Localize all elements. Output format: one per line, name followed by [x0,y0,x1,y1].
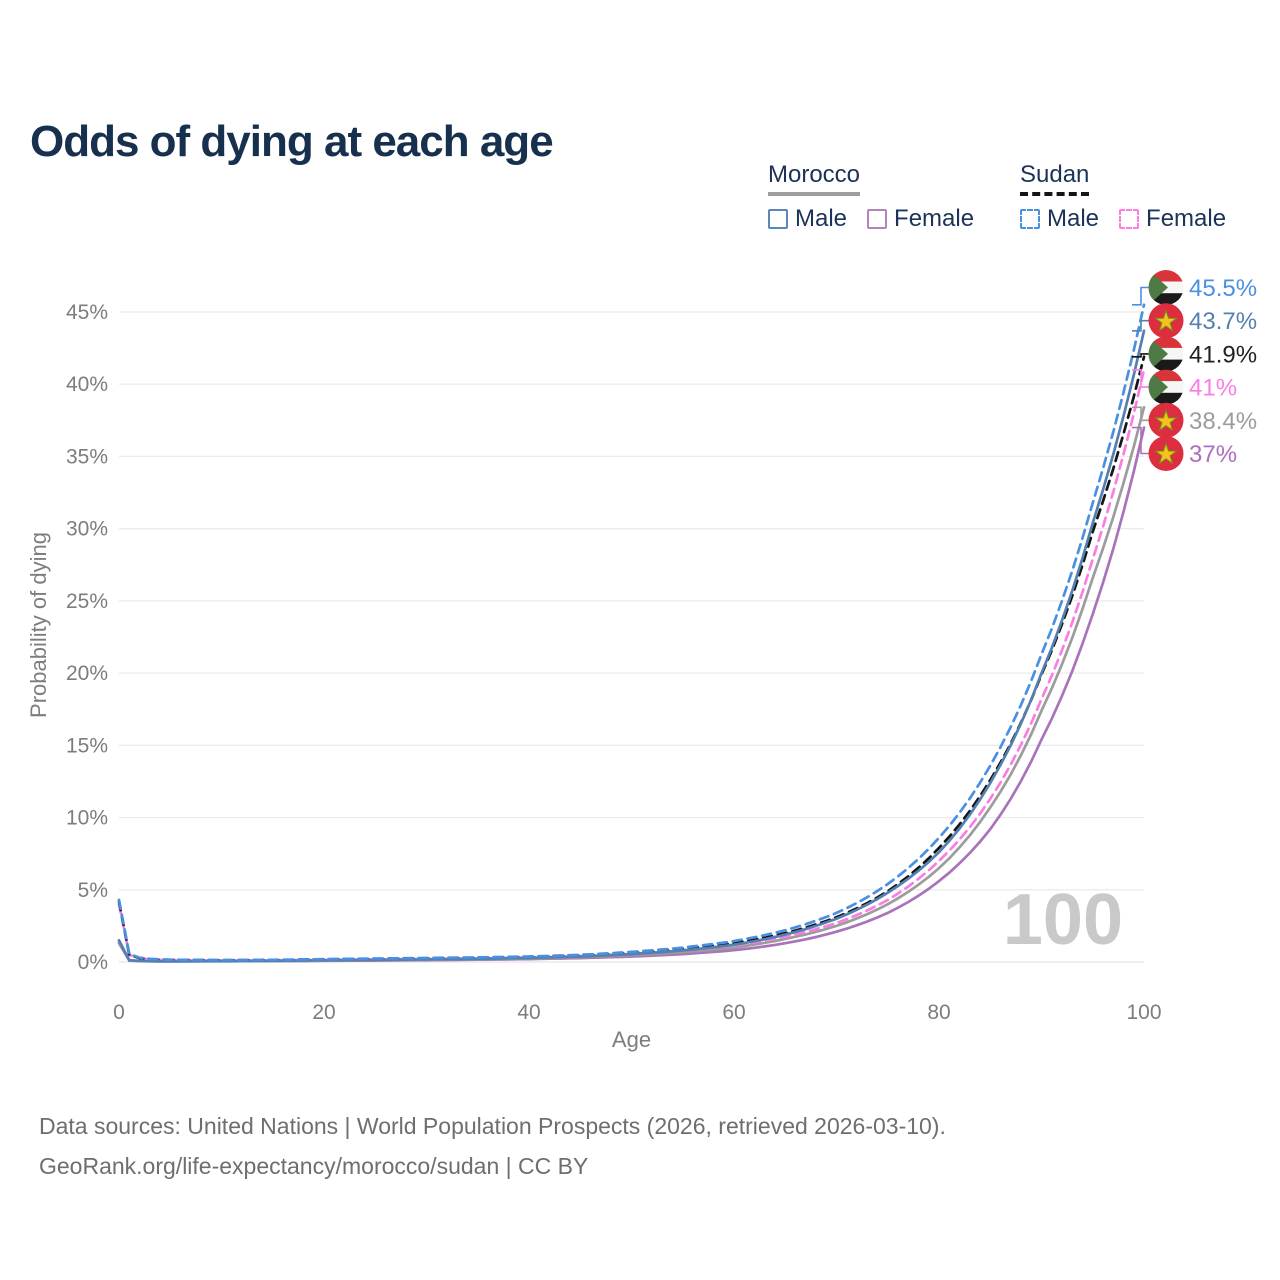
label-connector [1132,319,1149,332]
y-axis-title: Probability of dying [26,532,51,718]
y-tick-label: 5% [78,879,108,902]
y-tick-label: 40% [66,373,108,396]
label-connector [1132,426,1149,455]
label-connector [1132,369,1149,388]
end-value-label-sudan-female: 41% [1189,375,1237,402]
end-value-label-sudan-male: 45.5% [1189,275,1257,302]
sudan-flag-icon [1148,336,1184,372]
attribution-text: GeoRank.org/life-expectancy/morocco/suda… [39,1153,589,1179]
page-title: Odds of dying at each age [30,117,554,167]
y-tick-label: 10% [66,807,108,830]
label-connector [1132,286,1149,306]
legend-label: Female [894,205,975,232]
legend-item-sudan-female[interactable]: Female [1119,205,1226,233]
x-axis-title: Age [612,1027,651,1052]
y-tick-label: 25% [66,590,108,613]
chart-footer: Data sources: United Nations | World Pop… [39,1106,946,1186]
y-tick-label: 20% [66,662,108,685]
end-value-label-morocco-female: 37% [1189,441,1237,468]
y-tick-label: 30% [66,518,108,541]
legend-header-morocco: Morocco [768,161,861,196]
x-tick-label: 60 [722,1001,745,1024]
x-tick-label: 80 [927,1001,950,1024]
morocco-flag-icon [1148,436,1184,471]
y-tick-label: 35% [66,445,108,468]
legend-label: Male [795,205,848,232]
morocco-male-swatch-icon [768,209,788,229]
morocco-flag-icon [1148,402,1184,438]
sudan-female-swatch-icon [1119,209,1140,229]
end-value-label-morocco-male: 43.7% [1189,308,1257,335]
end-value-label-sudan: 41.9% [1189,341,1257,368]
legend-label: Male [1047,205,1100,232]
sudan-flag-icon [1148,369,1184,405]
series-line-morocco-male[interactable] [117,329,1146,963]
x-tick-label: 40 [517,1001,540,1024]
age-watermark: 100 [1003,880,1123,960]
morocco-flag-icon [1148,303,1184,339]
label-connector [1132,406,1149,422]
series-line-morocco-female[interactable] [117,426,1146,963]
morocco-female-swatch-icon [867,209,888,229]
legend-group-sudan: Sudan Male Female [1020,161,1246,233]
data-source-text: Data sources: United Nations | World Pop… [39,1113,946,1139]
series-line-sudan[interactable] [117,355,1146,962]
end-value-label-morocco: 38.4% [1189,408,1257,435]
x-tick-label: 0 [113,1001,125,1024]
legend-item-sudan-male[interactable]: Male [1020,205,1099,233]
y-tick-label: 45% [66,301,108,324]
series-line-sudan-male[interactable] [117,303,1146,962]
legend-item-morocco-male[interactable]: Male [768,205,847,233]
y-tick-label: 15% [66,734,108,757]
legend-header-sudan: Sudan [1020,161,1090,196]
legend-group-morocco: Morocco Male Female [768,161,994,233]
sudan-flag-icon [1148,270,1184,305]
x-tick-label: 100 [1126,1001,1161,1024]
series-line-morocco[interactable] [117,405,1146,963]
series-line-sudan-female[interactable] [117,368,1146,962]
legend-item-morocco-female[interactable]: Female [867,205,974,233]
x-tick-label: 20 [312,1001,335,1024]
label-connector [1132,353,1149,358]
y-tick-label: 0% [78,951,108,974]
legend-label: Female [1146,205,1227,232]
sudan-male-swatch-icon [1020,209,1040,229]
